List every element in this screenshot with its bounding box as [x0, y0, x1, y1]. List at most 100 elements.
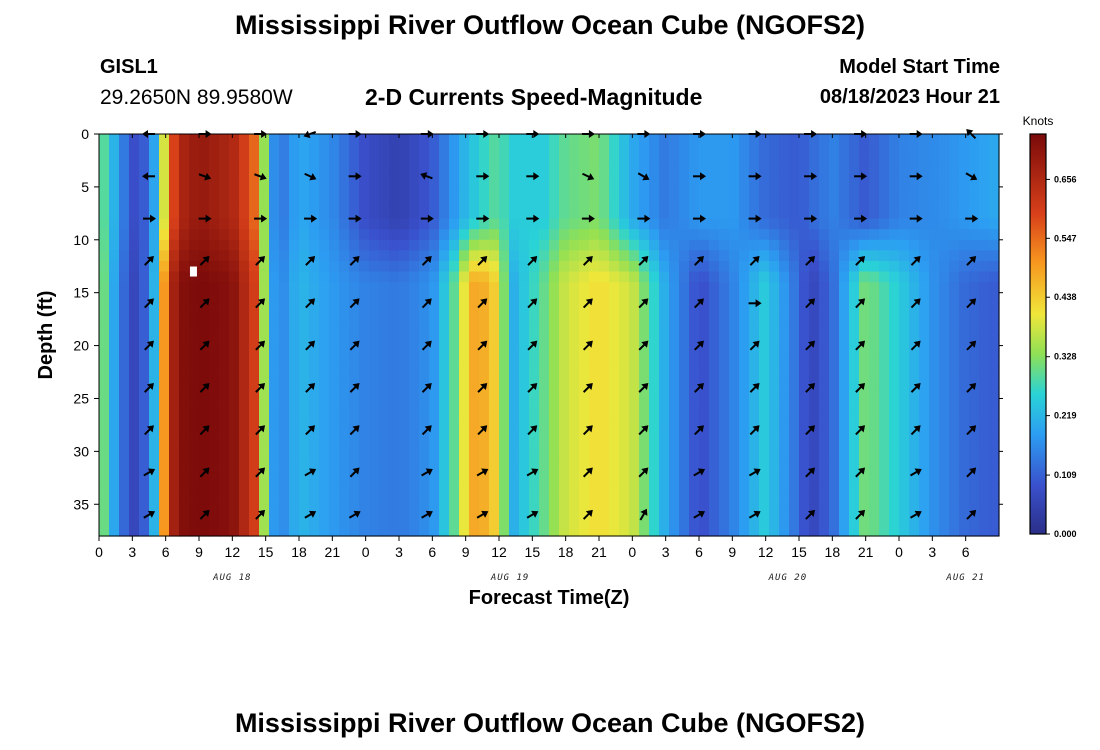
- heatmap-cell: [459, 218, 470, 230]
- heatmap-cell: [579, 186, 590, 199]
- heatmap-cell: [619, 239, 630, 251]
- heatmap-cell: [729, 134, 740, 146]
- heatmap-cell: [309, 324, 320, 336]
- heatmap-cell: [759, 440, 770, 452]
- current-arrow: [855, 467, 866, 478]
- heatmap-cell: [589, 451, 600, 463]
- heatmap-cell: [399, 366, 410, 378]
- current-arrow: [855, 255, 866, 266]
- heatmap-cell: [769, 208, 780, 220]
- heatmap-cell: [189, 335, 200, 347]
- heatmap-cell: [919, 313, 930, 326]
- heatmap-cell: [199, 335, 210, 347]
- heatmap-cell: [599, 398, 610, 410]
- heatmap-cell: [589, 440, 600, 452]
- heatmap-cell: [579, 472, 590, 484]
- heatmap-cell: [839, 525, 850, 537]
- heatmap-cell: [759, 430, 770, 442]
- heatmap-cell: [959, 271, 970, 283]
- heatmap-cell: [969, 186, 980, 199]
- heatmap-cell: [559, 409, 570, 421]
- heatmap-cell: [199, 366, 210, 378]
- heatmap-cell: [989, 303, 1000, 315]
- heatmap-cell: [759, 186, 770, 199]
- arrow-head: [857, 382, 866, 391]
- heatmap-cell: [249, 155, 260, 167]
- current-arrow: [304, 510, 317, 519]
- heatmap-cell: [659, 134, 670, 146]
- heatmap-cell: [869, 260, 880, 273]
- heatmap-cell: [729, 186, 740, 199]
- heatmap-cell: [699, 260, 710, 273]
- heatmap-cell: [549, 186, 560, 199]
- heatmap-cell: [739, 176, 750, 188]
- heatmap-cell: [479, 356, 490, 368]
- heatmap-cell: [579, 356, 590, 368]
- heatmap-cell: [729, 229, 740, 241]
- arrow-head: [807, 509, 816, 517]
- heatmap-cell: [749, 335, 760, 347]
- heatmap-cell: [479, 260, 490, 273]
- heatmap-cell: [869, 472, 880, 484]
- heatmap-cell: [369, 176, 380, 188]
- heatmap-cell: [309, 229, 320, 241]
- current-arrow: [805, 255, 816, 266]
- heatmap-cell: [809, 250, 820, 262]
- current-arrow: [966, 467, 977, 478]
- heatmap-cell: [889, 208, 900, 220]
- heatmap-cell: [209, 493, 220, 505]
- heatmap-cell: [529, 366, 540, 378]
- heatmap-cell: [189, 504, 200, 516]
- heatmap-cell: [739, 229, 750, 241]
- heatmap-cell: [469, 282, 480, 294]
- heatmap-cell: [639, 292, 650, 304]
- heatmap-cell: [609, 366, 620, 378]
- heatmap-cell: [959, 356, 970, 368]
- heatmap-cell: [769, 493, 780, 505]
- heatmap-cell: [939, 409, 950, 421]
- heatmap-cell: [329, 208, 340, 220]
- x-tick-label: 0: [895, 544, 903, 560]
- current-arrow: [421, 382, 432, 393]
- heatmap-cell: [569, 144, 580, 156]
- heatmap-cell: [419, 493, 430, 505]
- heatmap-cell: [659, 176, 670, 188]
- heatmap-cell: [99, 483, 110, 495]
- heatmap-cell: [609, 525, 620, 537]
- heatmap-cell: [899, 335, 910, 347]
- heatmap-cell: [499, 483, 510, 495]
- heatmap-cell: [779, 282, 790, 294]
- heatmap-cell: [189, 239, 200, 251]
- heatmap-cell: [479, 229, 490, 241]
- heatmap-cell: [949, 176, 960, 188]
- heatmap-cell: [979, 525, 990, 537]
- heatmap-cell: [739, 451, 750, 463]
- heatmap-cell: [679, 387, 690, 400]
- heatmap-cell: [139, 440, 150, 452]
- heatmap-cell: [659, 313, 670, 326]
- arrow-head: [696, 425, 704, 433]
- heatmap-cell: [659, 218, 670, 230]
- heatmap-cell: [379, 461, 390, 474]
- heatmap-cell: [329, 313, 340, 326]
- heatmap-cell: [319, 335, 330, 347]
- arrow-head: [752, 425, 760, 433]
- heatmap-cell: [959, 292, 970, 304]
- heatmap-cell: [229, 186, 240, 199]
- heatmap-cell: [439, 366, 450, 378]
- heatmap-cell: [879, 451, 890, 463]
- heatmap-cell: [629, 155, 640, 167]
- heatmap-cell: [269, 176, 280, 188]
- heatmap-cell: [519, 345, 530, 357]
- heatmap-cell: [119, 303, 130, 315]
- heatmap-cell: [629, 525, 640, 537]
- heatmap-cell: [189, 356, 200, 368]
- second-chart-title: Mississippi River Outflow Ocean Cube (NG…: [234, 708, 866, 738]
- heatmap-cell: [449, 440, 460, 452]
- heatmap-cell: [659, 208, 670, 220]
- heatmap-cell: [419, 451, 430, 463]
- heatmap-cell: [299, 144, 310, 156]
- heatmap-cell: [159, 409, 170, 421]
- heatmap-cell: [519, 292, 530, 304]
- heatmap-cell: [939, 292, 950, 304]
